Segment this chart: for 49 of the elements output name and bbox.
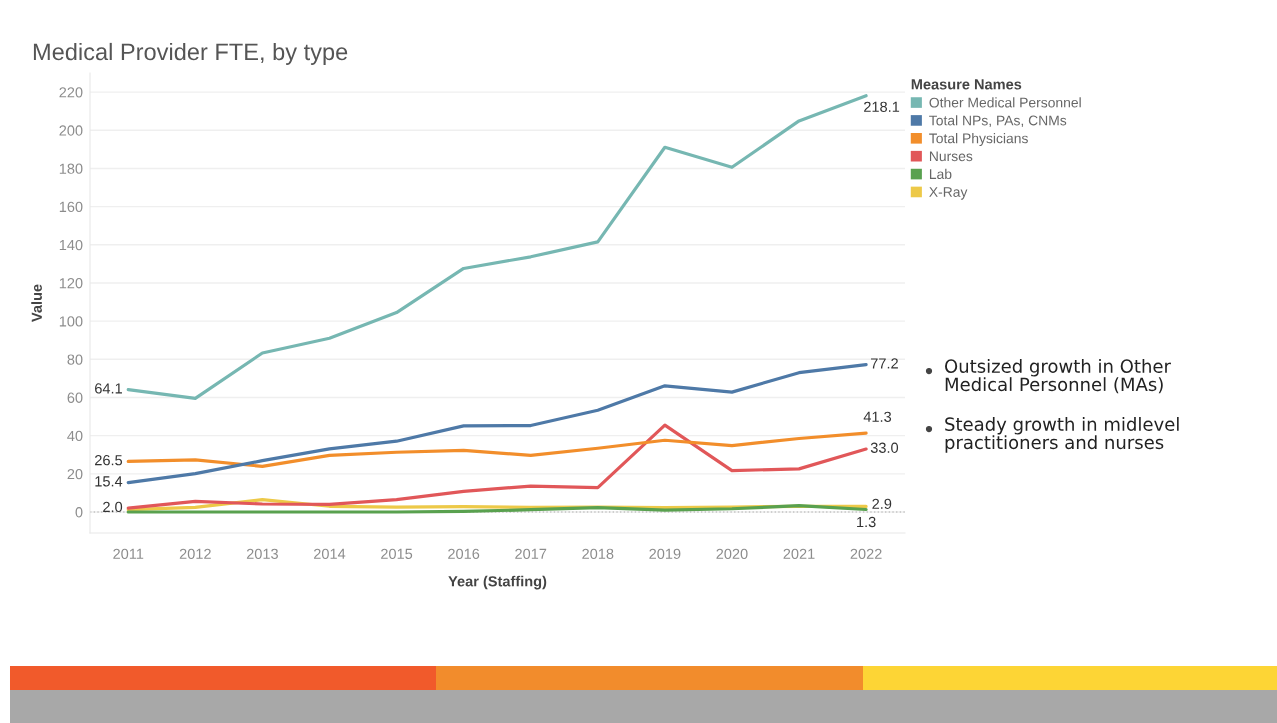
data-label: 64.1 — [95, 383, 122, 394]
data-label: 1.3 — [857, 516, 876, 528]
legend-label: Other Medical Personnel — [929, 97, 1081, 108]
data-label: 2.9 — [872, 498, 892, 509]
x-tick-label: 2017 — [515, 548, 547, 559]
legend-label: Nurses — [929, 151, 973, 162]
chart-title: Medical Provider FTE, by type — [33, 42, 348, 65]
legend-label: X-Ray — [929, 187, 968, 200]
x-tick-label: 2019 — [649, 548, 681, 559]
y-tick-label: 0 — [75, 507, 83, 518]
x-tick-label: 2015 — [381, 548, 413, 559]
x-tick-label: 2016 — [448, 548, 480, 559]
y-tick-label: 60 — [67, 392, 83, 403]
x-tick-label: 2022 — [850, 548, 882, 559]
data-label: 33.0 — [870, 442, 899, 453]
x-tick-label: 2012 — [179, 548, 211, 559]
line-series — [126, 423, 868, 510]
y-tick-label: 40 — [67, 430, 83, 442]
text: Outsized growth in Other Medical Personnel (MAs) — [945, 359, 1171, 394]
y-tick-label: 180 — [59, 163, 83, 174]
x-tick-label: 2021 — [783, 548, 815, 559]
x-tick-label: 2014 — [313, 548, 346, 559]
legend-title: Measure Names — [911, 79, 1022, 90]
data-label: 26.5 — [95, 455, 123, 466]
x-tick-label: 2020 — [716, 548, 748, 559]
y-tick-label: 100 — [59, 316, 83, 327]
x-tick-label: 2018 — [582, 548, 614, 559]
y-tick-label: 120 — [59, 278, 83, 289]
y-tick-label: 20 — [67, 468, 83, 480]
text: Steady growth in midlevel practitioners and nurses — [945, 417, 1179, 453]
y-tick-label: 200 — [59, 125, 83, 136]
legend-label: Lab — [929, 168, 952, 180]
legend-label: Total NPs, PAs, CNMs — [929, 115, 1067, 128]
data-label: 77.2 — [871, 358, 898, 369]
y-tick-label: 220 — [59, 87, 83, 98]
data-label: 15.4 — [95, 476, 123, 487]
legend-label: Total Physicians — [929, 133, 1028, 147]
x-tick-label: 2013 — [246, 548, 278, 559]
x-axis-title: Year (Staffing) — [448, 575, 547, 590]
y-tick-label: 140 — [59, 239, 83, 251]
data-label: 218.1 — [864, 101, 900, 112]
data-label: 2.0 — [103, 501, 123, 513]
y-tick-label: 80 — [67, 354, 83, 365]
y-axis-title: Value — [31, 284, 42, 322]
data-label: 41.3 — [863, 411, 892, 422]
line-series — [126, 504, 868, 514]
line-series — [126, 431, 868, 468]
y-tick-label: 160 — [59, 201, 83, 213]
x-tick-label: 2011 — [113, 548, 144, 559]
